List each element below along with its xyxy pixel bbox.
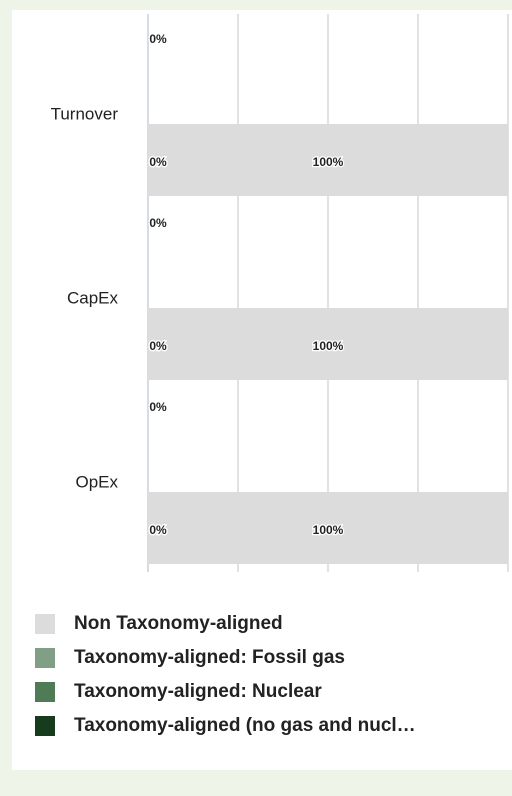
- bar-segment: [148, 492, 508, 564]
- value-label: 100%: [313, 523, 344, 537]
- value-label: 0%: [149, 523, 167, 537]
- value-label: 0%: [149, 32, 167, 46]
- value-label: 0%: [149, 216, 167, 230]
- legend-swatch: [35, 682, 55, 702]
- value-label: 0%: [149, 155, 167, 169]
- value-label: 0%: [149, 400, 167, 414]
- value-label: 0%: [149, 400, 167, 414]
- value-label: 0%: [149, 216, 167, 230]
- value-label: 0%: [149, 339, 167, 353]
- value-label: 0%: [149, 32, 167, 46]
- value-label: 0%: [149, 523, 167, 537]
- value-label: 0%: [149, 216, 167, 230]
- value-label: 0%: [149, 400, 167, 414]
- legend-swatch: [35, 716, 55, 736]
- value-label: 0%: [149, 400, 167, 414]
- value-label: 0%: [149, 155, 167, 169]
- legend-label: Taxonomy-aligned (no gas and nucl…: [74, 715, 416, 736]
- category-label: OpEx: [75, 472, 118, 491]
- legend-swatch: [35, 614, 55, 634]
- value-label: 100%: [313, 339, 344, 353]
- value-label: 0%: [149, 216, 167, 230]
- legend-label: Taxonomy-aligned: Fossil gas: [74, 647, 345, 668]
- bar-segment: [148, 124, 508, 196]
- value-label: 0%: [149, 339, 167, 353]
- value-label: 0%: [149, 523, 167, 537]
- value-label: 0%: [149, 339, 167, 353]
- category-label: CapEx: [67, 288, 119, 307]
- value-label: 0%: [149, 32, 167, 46]
- value-label: 0%: [149, 155, 167, 169]
- value-label: 100%: [313, 155, 344, 169]
- bar-segment: [148, 308, 508, 380]
- legend-label: Taxonomy-aligned: Nuclear: [74, 681, 322, 702]
- category-label: Turnover: [51, 104, 119, 123]
- legend-swatch: [35, 648, 55, 668]
- value-label: 0%: [149, 32, 167, 46]
- legend-label: Non Taxonomy-aligned: [74, 613, 283, 634]
